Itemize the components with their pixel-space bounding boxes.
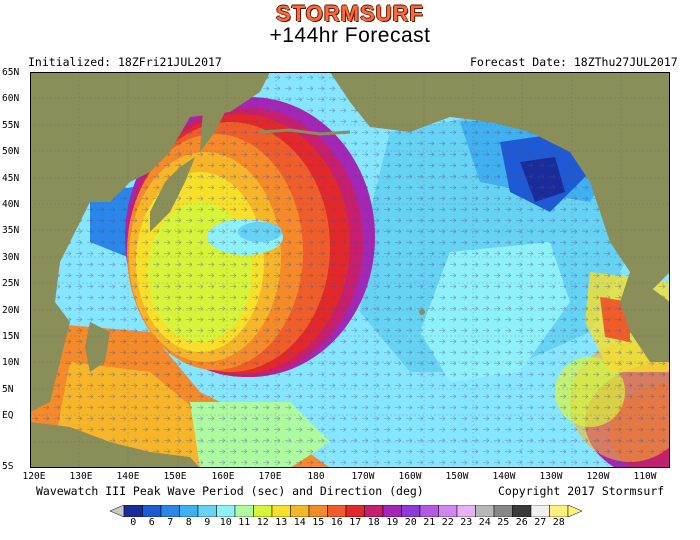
colorbar-swatch <box>160 505 180 517</box>
colorbar-label: 12 <box>256 517 269 528</box>
wave-period-map <box>30 72 670 468</box>
lon-label: 150E <box>163 471 187 482</box>
lon-label: 140E <box>116 471 140 482</box>
lat-label: 5S <box>2 461 14 472</box>
colorbar-swatch <box>549 505 569 517</box>
lat-label: 60N <box>2 93 20 104</box>
lon-label: 160E <box>211 471 235 482</box>
colorbar-under-arrow <box>110 505 125 517</box>
forecast-title: +144hr Forecast <box>269 24 431 47</box>
lat-label: 45N <box>2 173 20 184</box>
colorbar-label: 16 <box>330 517 343 528</box>
land-aleutians <box>259 128 351 136</box>
land-hawaii <box>419 309 425 315</box>
map-title: Wavewatch III Peak Wave Period (sec) and… <box>36 484 424 498</box>
colorbar-over-arrow <box>567 505 583 517</box>
colorbar-swatch <box>308 505 328 517</box>
lat-label: 55N <box>2 120 20 131</box>
colorbar-swatch <box>345 505 365 517</box>
lat-label: 65N <box>2 67 20 78</box>
colorbar-label: 11 <box>238 517 251 528</box>
colorbar-swatch <box>290 505 310 517</box>
land-north-america <box>330 72 670 292</box>
colorbar-swatch <box>382 505 402 517</box>
colorbar-label: 7 <box>167 517 174 528</box>
forecast-date-label: Forecast Date: 18ZThu27JUL2017 <box>470 55 678 69</box>
colorbar-swatch <box>438 505 458 517</box>
colorbar-label: 0 <box>130 517 137 528</box>
colorbar-label: 6 <box>148 517 155 528</box>
colorbar-label: 17 <box>349 517 362 528</box>
colorbar-label: 26 <box>515 517 528 528</box>
lon-label: 110W <box>633 471 657 482</box>
lat-label: 5N <box>2 384 14 395</box>
colorbar-swatch <box>142 505 162 517</box>
lon-label: 170E <box>258 471 282 482</box>
colorbar-swatch <box>179 505 199 517</box>
colorbar-label: 23 <box>460 517 473 528</box>
colorbar-swatch <box>216 505 236 517</box>
land-philippines <box>85 322 110 372</box>
lon-label: 120W <box>586 471 610 482</box>
lon-label: 180 <box>307 471 325 482</box>
land-indonesia <box>30 422 200 468</box>
colorbar-label: 27 <box>534 517 547 528</box>
lat-label: EQ <box>2 410 14 421</box>
colorbar-swatch <box>475 505 495 517</box>
colorbar-swatch <box>123 505 143 517</box>
colorbar-label: 19 <box>386 517 399 528</box>
colorbar-swatch <box>327 505 347 517</box>
land-japan <box>150 157 195 232</box>
colorbar-label: 18 <box>367 517 380 528</box>
copyright-label: Copyright 2017 Stormsurf <box>498 484 665 498</box>
lat-label: 10N <box>2 357 20 368</box>
lon-label: 120E <box>22 471 46 482</box>
colorbar-swatch <box>253 505 273 517</box>
colorbar-swatch <box>419 505 439 517</box>
land-central-america <box>620 272 670 362</box>
colorbar-label: 28 <box>552 517 565 528</box>
colorbar-label: 20 <box>404 517 417 528</box>
lat-label: 35N <box>2 225 20 236</box>
colorbar-swatch <box>271 505 291 517</box>
lat-label: 30N <box>2 252 20 263</box>
colorbar-swatch <box>197 505 217 517</box>
land-asia <box>30 72 270 412</box>
colorbar-label: 9 <box>204 517 211 528</box>
lat-label: 40N <box>2 199 20 210</box>
lon-label: 130W <box>539 471 563 482</box>
colorbar-swatch <box>401 505 421 517</box>
colorbar-label: 24 <box>478 517 491 528</box>
lon-label: 150W <box>445 471 469 482</box>
lat-label: 15N <box>2 331 20 342</box>
colorbar-label: 21 <box>423 517 436 528</box>
colorbar-swatch <box>364 505 384 517</box>
land-kamchatka <box>200 92 230 152</box>
colorbar-label: 15 <box>312 517 325 528</box>
colorbar-swatch <box>456 505 476 517</box>
lat-label: 20N <box>2 305 20 316</box>
colorbar-label: 14 <box>293 517 306 528</box>
lat-lon-grid <box>30 72 670 468</box>
colorbar-swatch <box>530 505 550 517</box>
colorbar-label: 13 <box>275 517 288 528</box>
lon-label: 130E <box>69 471 93 482</box>
colorbar-label: 25 <box>497 517 510 528</box>
lon-label: 160W <box>398 471 422 482</box>
lon-label: 140W <box>492 471 516 482</box>
colorbar-swatch <box>234 505 254 517</box>
colorbar-label: 10 <box>219 517 232 528</box>
colorbar-swatch <box>512 505 532 517</box>
initialized-label: Initialized: 18ZFri21JUL2017 <box>28 55 222 69</box>
colorbar-swatch <box>493 505 513 517</box>
color-legend <box>110 505 583 517</box>
stormsurf-logo: STORMSURF <box>276 1 424 26</box>
lon-label: 170W <box>351 471 375 482</box>
lat-label: 25N <box>2 278 20 289</box>
colorbar-label: 8 <box>185 517 192 528</box>
colorbar-label: 22 <box>441 517 454 528</box>
lat-label: 50N <box>2 146 20 157</box>
